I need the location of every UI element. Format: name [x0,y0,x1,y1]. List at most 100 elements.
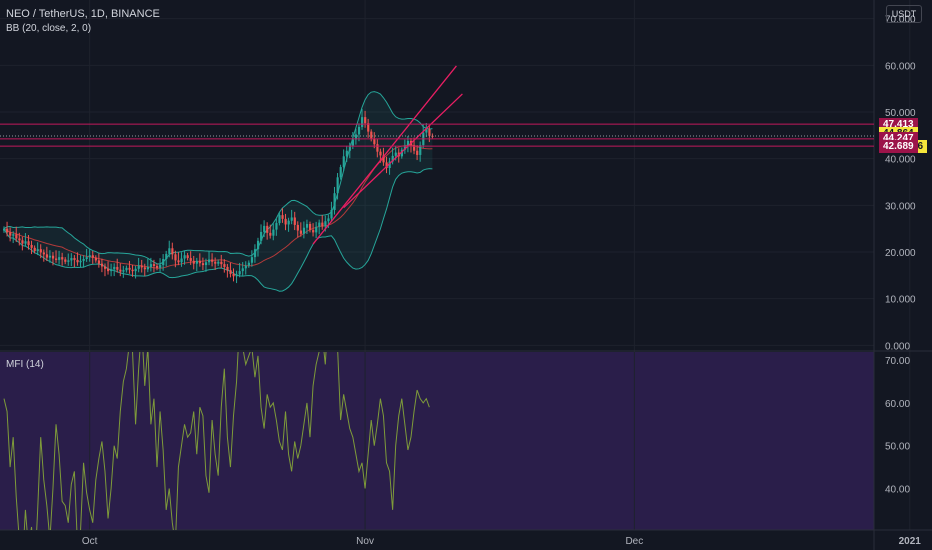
candle-body [195,260,198,264]
candle-body [27,241,30,245]
candle-body [394,152,397,156]
price-axis-tick-label: 70.000 [885,15,916,26]
candle-body [55,258,58,260]
mfi-axis-tick-label: 60.00 [885,399,910,410]
candle-body [67,260,70,262]
candle-body [91,255,94,258]
candle-body [400,149,403,157]
candle-body [324,221,327,227]
candle-body [137,265,140,269]
candle-body [244,265,247,269]
candle-body [428,129,431,136]
candle-body [214,261,217,264]
candle-body [42,252,45,255]
candle-body [333,193,336,210]
candle-body [342,156,345,168]
candle-body [21,240,24,244]
candle-body [103,266,107,269]
mfi-axis-tick-label: 40.00 [885,484,910,495]
candle-body [189,258,192,261]
candle-body [220,261,223,265]
candle-body [287,220,290,225]
candle-body [113,266,116,270]
candle-body [39,249,42,253]
bb-band-fill [4,91,433,292]
candle-body [174,254,177,261]
candle-body [272,229,275,236]
price-axis-tick-label: 60.000 [885,61,916,72]
candle-body [312,230,315,233]
candle-body [131,269,134,272]
candle-body [327,218,330,222]
price-axis-tick-label: 20.000 [885,248,916,259]
candle-body [354,134,358,140]
candle-body [250,257,254,263]
candle-body [171,248,174,255]
candle-body [309,224,312,231]
price-axis-tick-label: 40.000 [885,155,916,166]
candle-body [125,267,128,271]
candle-body [226,266,229,271]
channel-lower-line [343,93,463,209]
candle-body [361,117,364,127]
time-axis-tick-label: 2021 [899,536,922,547]
candle-body [128,267,131,270]
candle-body [165,253,168,259]
candle-body [192,260,195,264]
price-axis-tick-label: 30.000 [885,201,916,212]
candle-body [321,222,324,227]
currency-button[interactable]: USDT [886,5,922,23]
candle-body [299,230,303,234]
candle-body [107,268,110,272]
candle-body [345,150,348,157]
candle-body [278,215,281,224]
candle-body [12,234,15,236]
candle-body [143,267,146,270]
candle-body [24,241,27,244]
candle-body [64,259,67,262]
mfi-line [3,352,430,530]
candle-body [260,231,263,241]
candle-body [94,257,97,261]
candle-body [379,151,382,156]
candle-body [290,217,293,221]
candle-body [152,264,156,266]
candle-body [15,234,18,239]
candle-body [253,249,257,258]
time-axis-tick-label: Nov [356,536,374,547]
candle-body [208,259,211,263]
candle-body [263,225,266,232]
candle-body [70,258,73,261]
candle-body [330,210,333,219]
mfi-axis-tick-label: 50.00 [885,442,910,453]
candle-body [241,268,244,272]
candle-body [79,260,82,263]
candle-body [146,266,150,270]
candle-body [48,255,52,258]
candle-body [351,139,355,146]
candle-body [211,259,214,262]
candle-body [364,117,367,124]
candle-body [382,155,385,163]
candle-body [256,240,260,250]
candle-body [336,177,339,194]
candle-body [318,222,321,227]
mfi-axis-tick-label: 70.00 [885,356,910,367]
candle-body [238,271,241,275]
candle-body [119,269,122,272]
symbol-title: NEO / TetherUS, 1D, BINANCE [6,8,160,20]
time-axis-tick-label: Oct [82,536,98,547]
candle-body [100,263,104,267]
candle-body [269,232,272,236]
candle-body [385,162,388,168]
candle-body [247,262,250,266]
candle-body [305,224,309,228]
candle-body [281,215,284,219]
candle-body [223,264,226,267]
candle-body [149,264,153,267]
candle-body [186,255,189,259]
candle-body [367,123,370,132]
candle-body [156,266,159,268]
candle-body [134,268,137,272]
